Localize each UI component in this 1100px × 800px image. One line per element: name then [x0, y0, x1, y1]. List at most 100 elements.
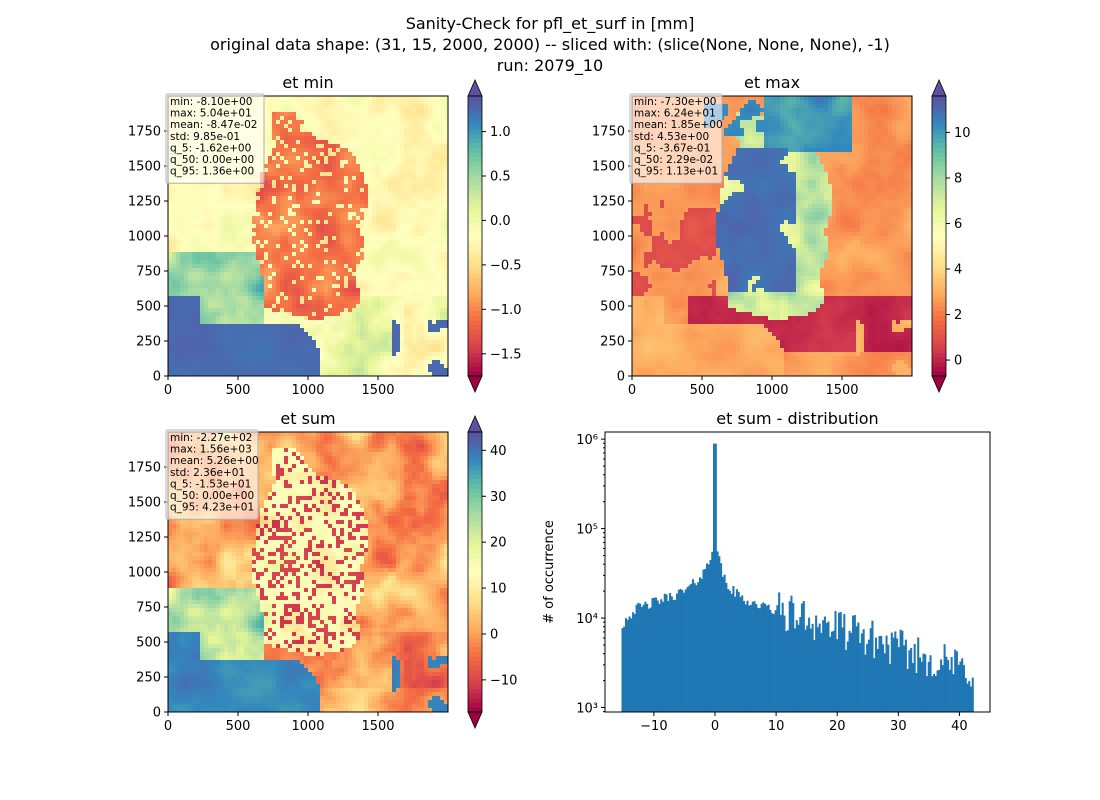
histogram-bar	[658, 603, 661, 712]
et-min-stat-line: max: 5.04e+01	[170, 108, 252, 120]
histogram-bar	[771, 613, 774, 712]
et-sum-cbar-label: 20	[490, 536, 507, 551]
histogram-bar	[734, 596, 737, 712]
histogram-bar	[728, 590, 731, 712]
histogram-bar	[644, 601, 647, 712]
histogram-bar	[720, 563, 723, 712]
histogram-bar	[934, 675, 937, 712]
histogram-bar	[669, 593, 672, 712]
et-max-xtick-label: 1500	[825, 383, 858, 398]
et-min-cbar-label: −1.0	[490, 303, 522, 318]
histogram-bar	[964, 677, 967, 712]
histogram-bar	[887, 644, 890, 712]
et-max-stat-line: min: -7.30e+00	[634, 96, 716, 108]
et-sum-ytick-label: 1500	[128, 496, 161, 511]
histogram-bar	[674, 599, 677, 712]
histogram-bar	[901, 630, 904, 712]
histogram-bar	[783, 615, 786, 712]
et-sum-stat-line: max: 1.56e+03	[170, 444, 252, 456]
et-sum-distribution-xtick-label: 0	[711, 719, 719, 734]
histogram-bar	[883, 653, 886, 712]
et-min-stat-line: q_95: 1.36e+00	[170, 166, 254, 178]
histogram-bar	[837, 612, 841, 712]
et-sum-panel: 0 500 1000 1500 0 250 500 750 1000 1250 1500 1750 et…	[128, 409, 518, 734]
histogram-bar	[725, 582, 728, 712]
histogram-bar	[945, 656, 948, 712]
histogram-bar	[941, 665, 944, 712]
et-min-stat-line: q_5: -1.62e+00	[170, 142, 251, 154]
histogram-bar	[859, 642, 862, 712]
et-min-ytick-label: 250	[136, 335, 161, 350]
histogram-bar	[707, 564, 710, 712]
histogram-bar	[665, 594, 668, 712]
et-max-xtick-label: 0	[628, 383, 636, 398]
histogram-bar	[795, 620, 798, 712]
histogram-bar	[714, 443, 717, 712]
histogram-bar	[927, 661, 930, 712]
suptitle-line-2: original data shape: (31, 15, 2000, 2000…	[210, 35, 890, 54]
histogram-bar	[801, 603, 804, 712]
et-sum-raster	[168, 432, 448, 712]
et-sum-stat-line: q_50: 0.00e+00	[170, 490, 254, 502]
histogram-bar	[653, 597, 656, 712]
histogram-bar	[626, 619, 629, 712]
histogram-bar	[635, 604, 638, 712]
histogram-bar	[885, 635, 888, 712]
histogram-bar	[661, 601, 665, 712]
histogram-bar	[955, 651, 958, 712]
histogram-bar	[788, 601, 791, 712]
histogram-bar	[850, 632, 853, 712]
et-min-ytick-label: 1250	[128, 195, 161, 210]
et-max-ytick-label: 250	[600, 335, 625, 350]
histogram-bar	[737, 591, 740, 712]
histogram-bar	[920, 661, 923, 712]
histogram-bar	[695, 585, 698, 712]
histogram-bar	[716, 551, 719, 712]
histogram-bar	[876, 648, 879, 712]
histogram-bar	[896, 638, 899, 712]
histogram-bar	[676, 593, 679, 712]
et-min-stat-line: min: -8.10e+00	[170, 96, 252, 108]
histogram-bar	[799, 616, 802, 712]
histogram-bar	[646, 603, 649, 712]
histogram-bar	[723, 574, 726, 712]
histogram-bar	[667, 600, 670, 712]
histogram-bar	[818, 623, 821, 712]
histogram-bar	[890, 632, 893, 712]
et-sum-cbar-label: 30	[490, 490, 507, 505]
et-sum-distribution-ytick-label: 10⁵	[576, 523, 598, 538]
et-sum-cbar-label: 0	[490, 627, 498, 642]
histogram-bar	[688, 585, 691, 712]
et-max-ytick-label: 1000	[592, 230, 625, 245]
histogram-bar	[938, 669, 941, 712]
histogram-bar	[809, 628, 812, 712]
et-sum-distribution-title: et sum - distribution	[716, 409, 878, 428]
et-sum-stat-line: q_5: -1.53e+01	[170, 478, 251, 490]
et-min-xtick-label: 1000	[291, 383, 324, 398]
histogram-bar	[739, 597, 742, 712]
histogram-bar	[693, 583, 696, 712]
histogram-bar	[721, 576, 724, 712]
histogram-bar	[843, 614, 846, 712]
histogram-bar	[735, 589, 738, 712]
histogram-bar	[908, 650, 911, 712]
histogram-bar	[855, 626, 858, 712]
histogram-bar	[702, 569, 705, 712]
et-max-colorbar: 0 2 4 6 8 10	[931, 79, 971, 393]
et-min-ytick-label: 1500	[128, 160, 161, 175]
et-max-stat-line: q_5: -3.67e-01	[634, 142, 710, 154]
histogram-bar	[751, 601, 754, 712]
histogram-bar	[823, 616, 826, 712]
histogram-bar	[686, 586, 689, 712]
et-max-stat-line: q_95: 1.13e+01	[634, 166, 718, 178]
suptitle-line-3: run: 2079_10	[497, 56, 603, 76]
histogram-bar	[969, 686, 973, 712]
histogram-bar	[647, 608, 650, 712]
histogram-bar	[684, 589, 687, 712]
histogram-bar	[867, 639, 870, 712]
et-sum-title: et sum	[280, 409, 335, 428]
histogram-bar	[903, 645, 906, 712]
histogram-bar	[704, 568, 707, 712]
suptitle-line-1: Sanity-Check for pfl_et_surf in [mm]	[406, 14, 695, 34]
histogram-bar	[936, 670, 939, 712]
